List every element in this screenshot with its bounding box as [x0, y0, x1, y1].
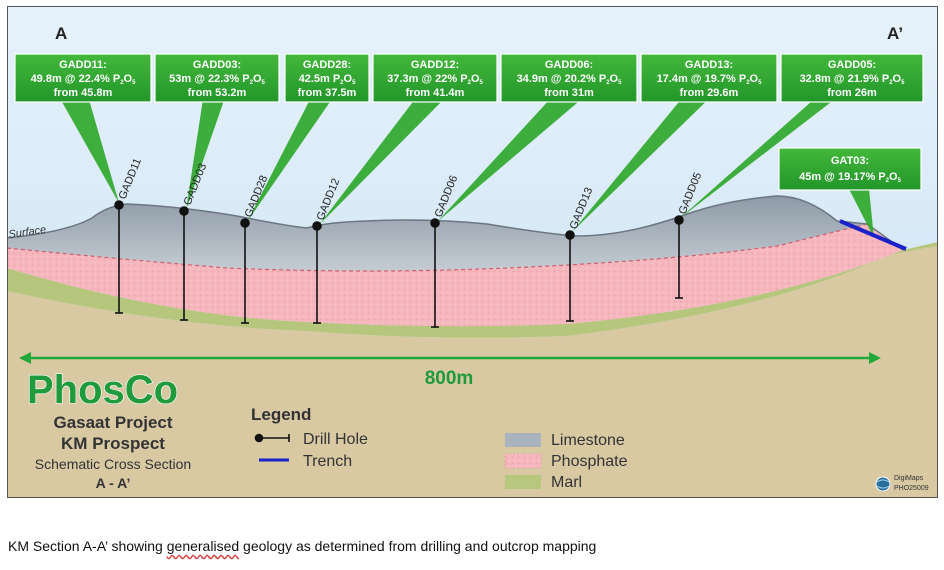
callout-gat03: GAT03: 45m @ 19.17% P2O5: [778, 147, 922, 191]
digimaps-credit: DigiMaps PHO25009: [875, 475, 929, 492]
section-name: A - A’: [96, 475, 131, 491]
callout-gadd28-from: from 37.5m: [298, 87, 357, 99]
callout-gadd13-grade: 17.4m @ 19.7% P2O5: [657, 73, 763, 86]
pointer-gadd13: [572, 86, 722, 232]
figure-subtitle: Schematic Cross Section: [35, 456, 191, 472]
callout-gadd03-title: GADD03:: [193, 59, 241, 71]
drill-holes: [114, 200, 684, 328]
surface-line: [7, 195, 904, 251]
callout-gadd11-title: GADD11:: [59, 59, 107, 71]
callout-gadd12-from: from 41.4m: [406, 87, 465, 99]
legend-phosphate-label: Phosphate: [551, 453, 628, 470]
callout-gadd03: GADD03: 53m @ 22.3% P2O5 from 53.2m: [154, 53, 280, 103]
legend-limestone-swatch: [505, 433, 541, 447]
pointer-gadd28: [247, 86, 341, 222]
callout-pointers: [53, 86, 874, 238]
callout-gadd03-grade: 53m @ 22.3% P2O5: [169, 73, 265, 86]
drill-hole-gadd03: [179, 206, 189, 321]
callout-gadd06-from: from 31m: [544, 87, 594, 99]
pointer-gadd12: [319, 86, 457, 225]
project-name: Gasaat Project: [53, 413, 172, 432]
legend-trench-label: Trench: [303, 453, 352, 470]
callout-gadd11: GADD11: 49.8m @ 22.4% P2O5 from 45.8m: [14, 53, 152, 103]
base-ground: [7, 246, 938, 498]
callout-gadd06: GADD06: 34.9m @ 20.2% P2O5 from 31m: [500, 53, 638, 103]
callout-gadd11-grade: 49.8m @ 22.4% P2O5: [31, 73, 137, 86]
drill-hole-gadd11: [114, 200, 124, 314]
callout-gadd03-from: from 53.2m: [188, 87, 247, 99]
digimaps-globe-icon: [875, 476, 891, 492]
phosphate-top-boundary: [7, 223, 868, 272]
pointer-gadd05: [679, 86, 852, 219]
callout-gadd05-grade: 32.8m @ 21.9% P2O5: [800, 73, 906, 86]
legend-drill-hole-symbol: [254, 433, 290, 443]
limestone-layer: [7, 196, 867, 271]
legend-phosphate-swatch: [504, 453, 542, 469]
drill-hole-gadd12: [312, 221, 322, 324]
pointer-gadd11: [53, 86, 119, 203]
caption-after: geology as determined from drilling and …: [239, 538, 597, 554]
section-label-a: A: [55, 24, 67, 43]
callout-gadd12-title: GADD12:: [411, 59, 459, 71]
callout-gat03-title: GAT03:: [831, 155, 869, 167]
drill-hole-gadd13: [565, 230, 575, 322]
figure-caption: KM Section A-A’ showing generalised geol…: [8, 538, 596, 554]
callout-gadd06-title: GADD06:: [545, 59, 593, 71]
drill-hole-gadd28: [240, 218, 250, 324]
callout-gadd28-title: GADD28:: [303, 59, 351, 71]
figure-frame: [7, 6, 938, 498]
callout-gadd13: GADD13: 17.4m @ 19.7% P2O5 from 29.6m: [640, 53, 778, 103]
trench-gat03: [839, 219, 907, 251]
caption-before: KM Section A-A’ showing: [8, 538, 167, 554]
callout-gadd05-title: GADD05:: [828, 59, 876, 71]
pointer-gat03: [849, 189, 874, 238]
callout-gadd05: GADD05: 32.8m @ 21.9% P2O5 from 26m: [780, 53, 924, 103]
legend-marl-label: Marl: [551, 474, 582, 491]
legend-marl-swatch: [505, 475, 541, 489]
cross-section-figure: A A’ Surface GADD11: 49.8m @ 22.4% P2O5 …: [7, 6, 938, 498]
drill-hole-gadd06: [430, 218, 440, 328]
phosco-logo: PhosCo: [27, 368, 178, 412]
branding: PhosCo Gasaat Project KM Prospect Schema…: [26, 367, 191, 491]
phosphate-layer: [7, 224, 903, 327]
legend-limestone-label: Limestone: [551, 432, 625, 449]
pointer-gadd06: [437, 86, 597, 222]
legend-title: Legend: [251, 405, 311, 424]
legend-drill-hole-label: Drill Hole: [303, 431, 368, 448]
scale-label: 800m: [425, 368, 474, 389]
pointer-gadd03: [186, 86, 229, 210]
drill-hole-gadd05: [674, 215, 684, 299]
callout-gat03-grade: 45m @ 19.17% P2O5: [799, 171, 901, 184]
callout-gadd13-from: from 29.6m: [680, 87, 739, 99]
surface-label: Surface: [8, 224, 47, 241]
callout-gadd12-grade: 37.3m @ 22% P2O5: [387, 73, 483, 86]
callout-gadd11-from: from 45.8m: [54, 87, 113, 99]
caption-spellcheck-word: generalised: [166, 538, 240, 554]
credit-line1: DigiMaps: [894, 475, 924, 482]
scale-bar: 800m: [19, 352, 881, 389]
callout-gadd13-title: GADD13:: [685, 59, 733, 71]
section-label-a-prime: A’: [887, 24, 903, 43]
credit-line2: PHO25009: [894, 485, 929, 492]
callout-gadd28: GADD28: 42.5m P2O5 from 37.5m: [284, 53, 370, 103]
callout-gadd05-from: from 26m: [827, 87, 877, 99]
callout-gadd12: GADD12: 37.3m @ 22% P2O5 from 41.4m: [372, 53, 498, 103]
legend: Legend Drill Hole Trench Limestone Phosp…: [251, 405, 628, 491]
callout-gadd28-grade: 42.5m P2O5: [299, 73, 357, 86]
callout-gadd06-grade: 34.9m @ 20.2% P2O5: [517, 73, 623, 86]
prospect-name: KM Prospect: [61, 434, 165, 453]
